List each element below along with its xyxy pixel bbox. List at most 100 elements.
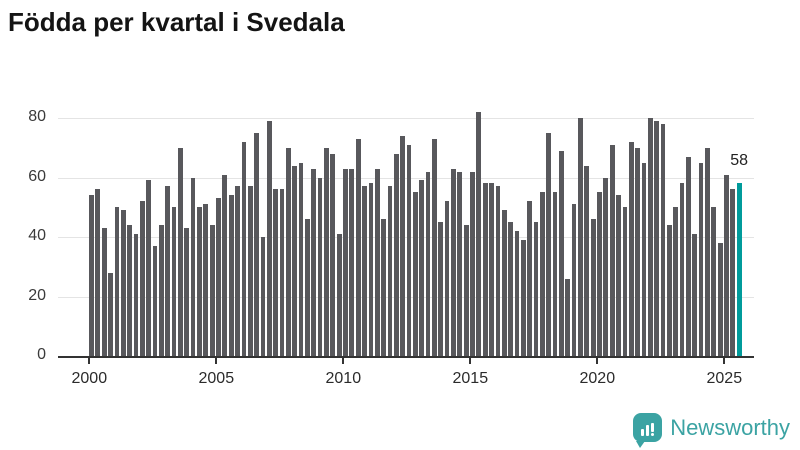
- bar: [571, 204, 577, 356]
- bar: [228, 195, 234, 356]
- bar: [285, 147, 291, 356]
- bar: [597, 192, 602, 356]
- bar: [603, 177, 609, 356]
- x-axis-label: 2005: [198, 370, 235, 387]
- speech-bubble-tail-icon: [636, 441, 646, 448]
- bar: [324, 147, 329, 356]
- bar: [146, 180, 152, 356]
- x-axis-tick: [469, 358, 472, 364]
- bar: [216, 198, 221, 356]
- highlight-bar: [736, 183, 742, 356]
- x-axis-tick: [215, 358, 218, 364]
- bar: [349, 168, 355, 356]
- bar: [654, 120, 660, 356]
- bar: [133, 234, 139, 356]
- newsworthy-wordmark: Newsworthy: [670, 414, 790, 440]
- bar: [336, 234, 342, 356]
- bar: [317, 177, 323, 356]
- bar: [730, 189, 736, 356]
- newsworthy-logo: Newsworthy: [633, 413, 790, 448]
- bar: [444, 201, 450, 356]
- bar: [355, 138, 361, 356]
- x-axis-tick: [88, 358, 91, 364]
- bar: [222, 174, 228, 356]
- bar: [438, 222, 444, 356]
- bar: [724, 174, 729, 356]
- bar: [666, 225, 672, 356]
- bar: [298, 162, 304, 356]
- bar: [463, 225, 469, 356]
- bar: [374, 168, 380, 356]
- bar: [584, 165, 590, 356]
- last-value-label: 58: [730, 152, 749, 170]
- bar: [489, 183, 494, 356]
- bar: [539, 192, 545, 356]
- bar: [432, 138, 437, 356]
- x-axis-label: 2000: [71, 370, 108, 387]
- bar: [705, 147, 710, 356]
- bar: [152, 245, 158, 356]
- gridline: [58, 296, 754, 298]
- bar: [495, 186, 501, 356]
- bar: [127, 225, 132, 356]
- bar: [279, 189, 285, 356]
- bar: [266, 120, 272, 356]
- x-axis-tick: [342, 358, 345, 364]
- bar: [686, 156, 691, 356]
- gridline: [58, 118, 754, 119]
- chart-bubble-icon: [633, 413, 663, 448]
- bar: [165, 186, 171, 356]
- bar: [184, 228, 190, 356]
- bar: [247, 186, 253, 356]
- bar: [692, 234, 698, 356]
- bar: [470, 171, 475, 356]
- x-axis-tick: [723, 358, 726, 364]
- gridline: [58, 177, 754, 179]
- bar: [559, 150, 564, 356]
- bar: [412, 192, 418, 356]
- bar: [717, 242, 723, 356]
- bar: [425, 171, 431, 356]
- bar: [711, 207, 717, 356]
- exclamation-icon: [651, 423, 655, 436]
- bar: [590, 219, 596, 356]
- bar: [330, 153, 336, 356]
- bar: [400, 135, 406, 356]
- gridline: [58, 237, 754, 238]
- x-axis-line: [58, 356, 754, 358]
- bar: [343, 168, 348, 356]
- x-axis-label: 2025: [706, 370, 743, 387]
- bar: [158, 225, 164, 356]
- bar: [101, 228, 107, 356]
- bar: [546, 132, 552, 356]
- bar: [609, 144, 615, 356]
- bar: [527, 201, 533, 356]
- bar: [508, 222, 513, 356]
- bar: [197, 207, 202, 356]
- bar: [114, 207, 120, 356]
- y-axis-label: 0: [37, 346, 46, 363]
- bar: [679, 183, 685, 356]
- bar: [381, 219, 386, 356]
- bar: [393, 153, 399, 356]
- x-axis-label: 2015: [452, 370, 489, 387]
- bar: [419, 180, 425, 356]
- x-axis-label: 2010: [325, 370, 362, 387]
- bar: [533, 222, 539, 356]
- x-axis-label: 2020: [579, 370, 616, 387]
- bar: [178, 147, 183, 356]
- x-axis-tick: [596, 358, 599, 364]
- bar: [641, 162, 647, 356]
- y-axis-label: 40: [28, 227, 46, 244]
- bar: [203, 204, 209, 356]
- bar: [362, 186, 367, 356]
- bar: [241, 141, 247, 356]
- bar: [552, 192, 558, 356]
- bar: [89, 195, 94, 356]
- bar: [501, 210, 507, 356]
- bar: [457, 171, 463, 356]
- chart-title: Födda per kvartal i Svedala: [8, 7, 345, 37]
- bar: [305, 219, 310, 356]
